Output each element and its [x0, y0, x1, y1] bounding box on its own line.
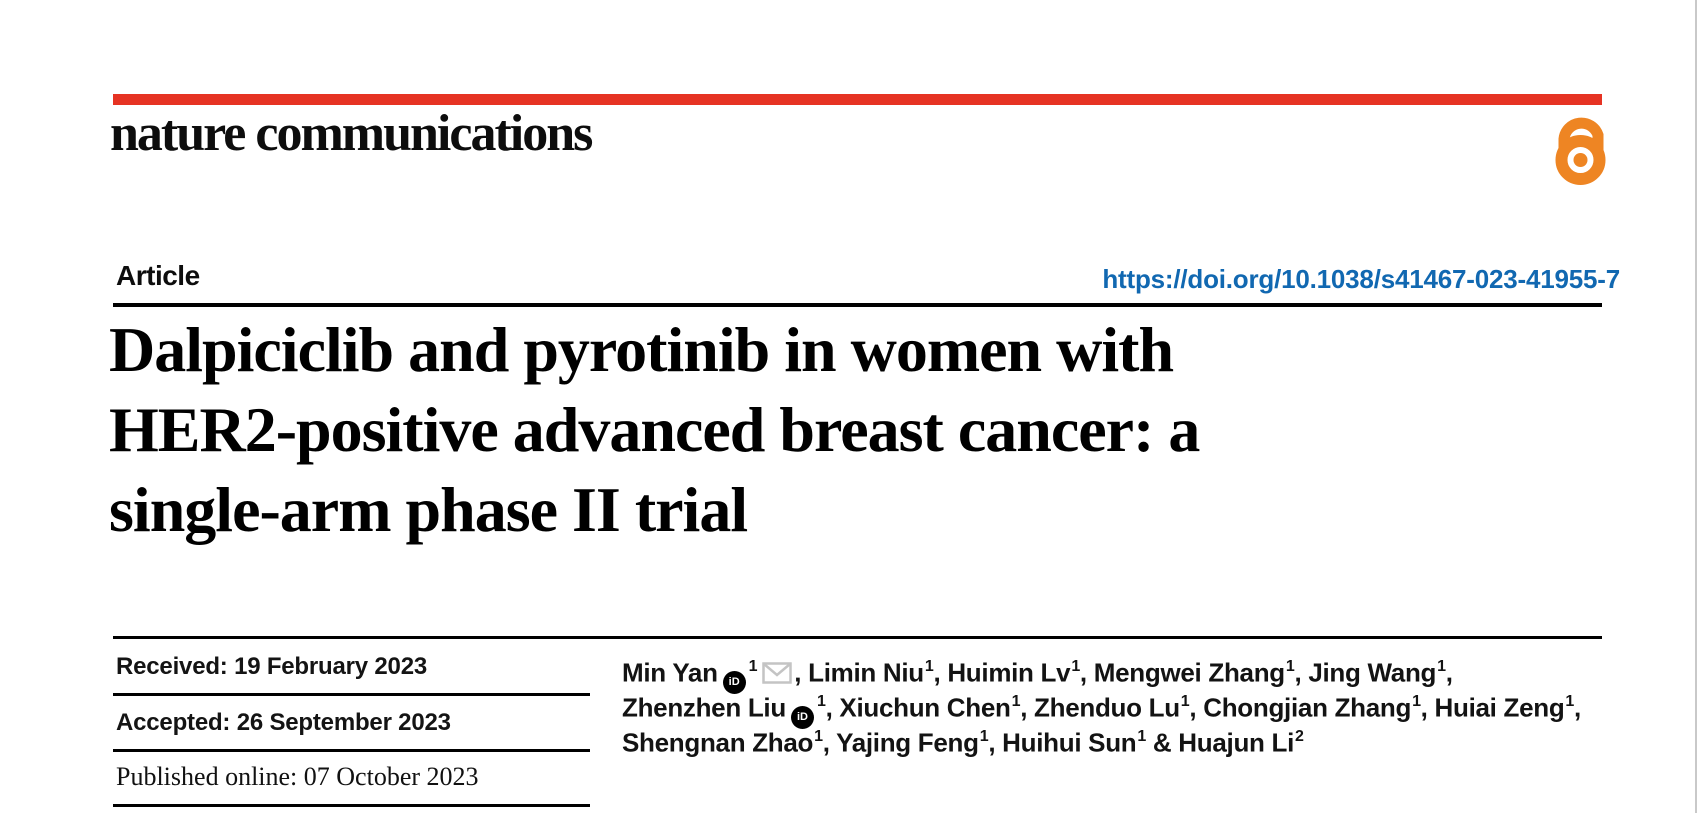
affiliation-superscript: 1: [1071, 658, 1080, 675]
page-title: Dalpiciclib and pyrotinib in women with …: [109, 310, 1509, 550]
affiliation-superscript: 1: [1437, 658, 1446, 675]
author-name: , Huihui Sun: [988, 727, 1137, 758]
accepted-value: 26 September 2023: [236, 709, 451, 736]
affiliation-superscript: 1: [924, 658, 934, 675]
author-name: , Xiuchun Chen: [825, 692, 1011, 723]
author-name: ,: [1445, 657, 1453, 688]
page-edge-border: [1695, 0, 1697, 813]
author-name: , Zhenduo Lu: [1020, 692, 1180, 723]
page-title-line-1: Dalpiciclib and pyrotinib in women with: [109, 314, 1174, 385]
published-value: 07 October 2023: [303, 762, 479, 791]
journal-logo: nature communications: [110, 105, 593, 162]
author-name: , Chongjian Zhang: [1189, 692, 1412, 723]
affiliation-superscript: 1: [1011, 693, 1021, 710]
affiliation-superscript: 1: [1285, 658, 1295, 675]
published-date: Published online: 07 October 2023: [116, 764, 479, 790]
affiliation-superscript: 1: [1180, 693, 1190, 710]
journal-brand-bar: [113, 94, 1602, 105]
author-name: Zhenzhen Liu: [622, 692, 786, 723]
author-name: , Jing Wang: [1294, 657, 1437, 688]
received-value: 19 February 2023: [234, 653, 427, 680]
accepted-date: Accepted: 26 September 2023: [116, 710, 451, 736]
affiliation-superscript: 1: [1137, 728, 1146, 745]
affiliation-superscript: 1: [1412, 693, 1421, 710]
author-line-3: Shengnan Zhao1, Yajing Feng1, Huihui Sun…: [622, 720, 1622, 758]
email-envelope-icon[interactable]: [762, 658, 793, 693]
affiliation-superscript: 1: [814, 728, 823, 745]
affiliation-superscript: 2: [1295, 728, 1304, 745]
author-name: , Mengwei Zhang: [1079, 657, 1285, 688]
affiliation-superscript: 1: [979, 728, 989, 745]
author-line-2: Zhenzhen Liu iD1, Xiuchun Chen1, Zhenduo …: [622, 685, 1622, 729]
orcid-id-icon[interactable]: iD: [790, 705, 814, 729]
received-date: Received: 19 February 2023: [116, 654, 427, 680]
author-name: , Huimin Lv: [933, 657, 1071, 688]
affiliation-superscript: 1: [816, 693, 826, 710]
header-divider: [113, 303, 1602, 307]
article-type-label: Article: [116, 260, 200, 291]
author-name: , Limin Niu: [794, 657, 924, 688]
author-name: Shengnan Zhao: [622, 727, 814, 758]
author-name: & Huajun Li: [1145, 727, 1295, 758]
open-access-lock-icon: [1555, 117, 1606, 185]
received-label: Received:: [116, 653, 228, 680]
doi-link[interactable]: https://doi.org/10.1038/s41467-023-41955…: [1102, 264, 1620, 294]
orcid-id-icon[interactable]: iD: [722, 670, 746, 694]
page-title-line-2: HER2-positive advanced breast cancer: a: [109, 394, 1200, 465]
affiliation-superscript: 1: [1565, 693, 1575, 710]
author-name: , Huiai Zeng: [1420, 692, 1565, 723]
author-name: ,: [1574, 692, 1581, 723]
accepted-label: Accepted:: [116, 709, 231, 736]
author-name: , Yajing Feng: [822, 727, 979, 758]
author-line-1: Min Yan iD1, Limin Niu1, Huimin Lv1, Meng…: [622, 650, 1622, 694]
date-divider: [113, 749, 590, 752]
page-title-line-3: single-arm phase II trial: [109, 474, 748, 545]
author-list: Min Yan iD1, Limin Niu1, Huimin Lv1, Meng…: [622, 650, 1622, 758]
author-name: Min Yan: [622, 657, 718, 688]
title-authors-divider: [113, 636, 1602, 639]
date-divider: [113, 693, 590, 696]
date-divider: [113, 804, 590, 807]
affiliation-superscript: 1: [748, 658, 758, 675]
published-label: Published online:: [116, 762, 298, 791]
